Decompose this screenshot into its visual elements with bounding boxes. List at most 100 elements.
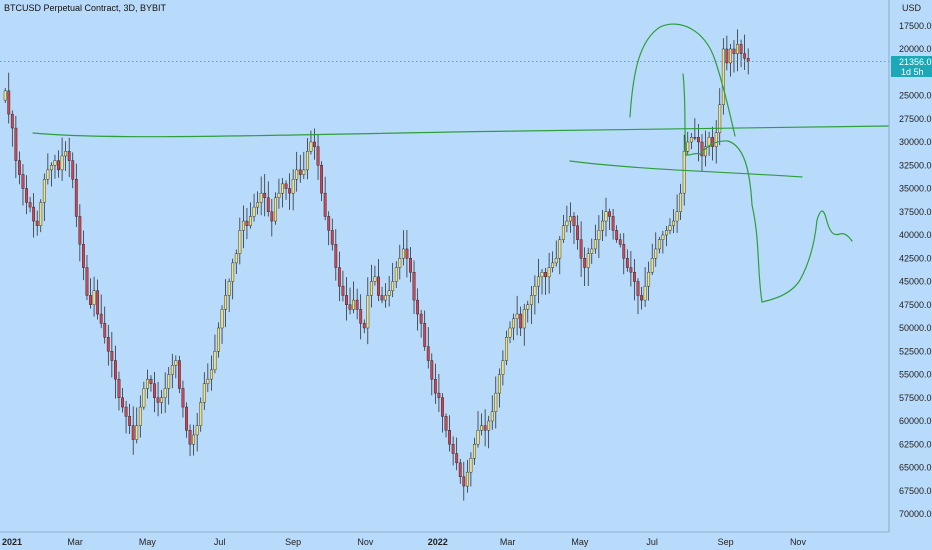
y-tick-label-19: 65000.0 [899,463,932,473]
candle [697,124,700,162]
candle [316,134,320,180]
candle [259,176,263,216]
candle [448,415,451,452]
x-tick-label-0: 2021 [2,537,22,547]
candle [473,437,476,465]
time-axis-ticks[interactable]: 2021 Mar May Jul Sep Nov 2022 Mar May Jul Sep Nov [2,537,806,547]
candle [270,199,274,237]
candle [593,224,597,254]
candle [654,232,658,267]
candle [551,251,555,273]
candle [508,321,512,344]
last-price-tag [891,56,932,77]
y-tick-label-17: 60000.0 [899,416,932,426]
bar-countdown: 1d 5h [901,67,924,77]
candle [234,249,238,275]
x-tick-label-9: Jul [646,537,658,547]
candle [284,180,288,200]
y-tick-label-3: 25000.0 [899,91,932,101]
candle [387,276,391,307]
candle [74,163,78,228]
candle [355,288,359,320]
candle [25,175,28,215]
candle [494,376,498,429]
candle [263,174,267,217]
candle [633,259,636,301]
candle [359,294,363,340]
candle [501,350,505,386]
candle [7,72,11,124]
trendline-drawings[interactable] [32,23,889,303]
candle [291,169,295,211]
candle [618,233,622,248]
candle [391,262,395,298]
candle [608,208,611,231]
candle [320,161,323,202]
candle [547,252,551,294]
candle [117,371,121,411]
candle [398,244,402,280]
candle [679,183,683,220]
candle [106,324,110,366]
candle [249,202,252,229]
candle [135,407,139,444]
y-tick-label-14: 52500.0 [899,346,932,356]
x-tick-label-7: Mar [500,537,516,547]
candle [160,389,164,414]
candle [579,221,583,277]
price-axis[interactable] [889,0,932,550]
candle [28,196,32,213]
candle [622,233,626,275]
y-tick-label-20: 67500.0 [899,486,932,496]
trend-support-line[interactable] [569,160,803,178]
candle [78,204,82,262]
candles-layer [3,29,750,501]
candle [313,128,316,160]
candle [273,192,277,225]
x-tick-label-6: 2022 [428,537,448,547]
candle [611,208,615,240]
candle [743,34,747,71]
candle [170,353,174,389]
candle [558,236,562,275]
candle [177,355,181,394]
candle [540,269,544,295]
candle [377,259,380,302]
candle [693,118,697,141]
x-tick-label-5: Nov [357,537,374,547]
candle [114,345,117,399]
candle [366,277,370,345]
candle [85,255,89,301]
candle [103,306,107,344]
candle [128,403,132,434]
candle [288,173,291,210]
candle [529,285,533,324]
candle [96,279,100,320]
candle [430,353,434,396]
forecast-arc[interactable] [629,23,736,137]
candle [519,306,523,336]
candle [526,300,530,323]
candle [220,305,224,344]
y-tick-label-1: 20000.0 [899,44,932,54]
y-tick-label-6: 32500.0 [899,160,932,170]
candle [42,173,46,221]
candle [266,181,270,217]
candle [572,212,576,245]
candle [199,397,203,432]
candle [640,286,643,310]
price-axis-unit: USD [902,3,922,13]
x-tick-label-1: Mar [67,537,83,547]
candle [661,230,665,254]
trend-resistance-line[interactable] [32,125,889,138]
candle [643,267,647,307]
candle [650,243,654,275]
candle [544,268,547,295]
candle [675,194,679,233]
candle [3,88,7,103]
candle [729,44,732,77]
forecast-path[interactable] [682,73,853,303]
candle [401,230,405,266]
